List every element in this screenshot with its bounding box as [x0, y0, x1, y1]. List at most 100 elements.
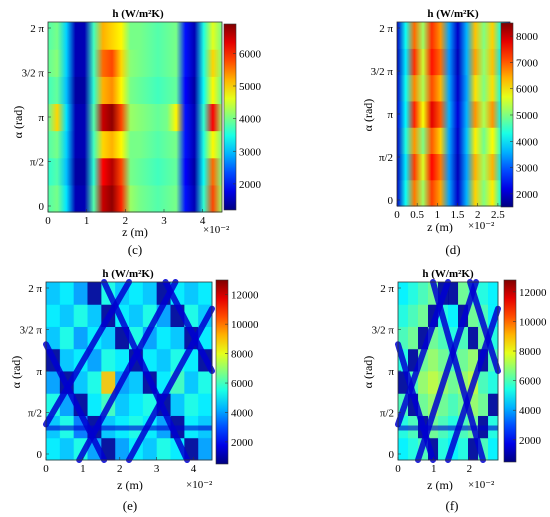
- panel-d-y-axis-label: α (rad): [361, 99, 375, 132]
- heatmap-cell: [418, 371, 429, 394]
- heatmap-cell: [101, 326, 116, 350]
- heatmap-cell: [59, 326, 75, 350]
- colorbar-tick-label: 8000: [516, 31, 539, 43]
- y-tick-label: 2 π: [28, 283, 42, 295]
- panel-e-label: (e): [123, 498, 137, 513]
- heatmap-cell: [438, 348, 449, 372]
- heatmap-cell: [478, 326, 489, 350]
- y-tick-label: π/2: [380, 408, 394, 420]
- heatmap-cell: [478, 393, 489, 416]
- heatmap-cell: [488, 282, 499, 305]
- colorbar-tick-label: 6000: [239, 48, 262, 60]
- colorbar-tick-label: 8000: [519, 346, 542, 358]
- heatmap-cell: [170, 326, 185, 350]
- heatmap-cell: [129, 393, 144, 416]
- heatmap-cell: [115, 393, 130, 416]
- heatmap-cell: [418, 326, 429, 350]
- x-tick-label: 0: [43, 463, 49, 475]
- panel-c-heatmap-stripes: [48, 22, 222, 213]
- panel-d-heatmap-stripes: [397, 22, 510, 207]
- heatmap-cell: [115, 348, 130, 372]
- heatmap-cell: [428, 348, 439, 372]
- x-tick-label: 2: [117, 463, 123, 475]
- x-tick-label: 0: [395, 463, 401, 475]
- low-h-ridge: [445, 305, 501, 463]
- heatmap-cell: [458, 326, 469, 350]
- heatmap-band: [397, 74, 510, 102]
- heatmap-band: [48, 49, 222, 77]
- heatmap-cell: [46, 326, 61, 350]
- x-tick-label: 1: [84, 215, 90, 227]
- panel-d: h (W/m²K) 2000 3000 4000 5000 6000 7000 8000 0…: [361, 8, 539, 257]
- heatmap-cell: [198, 282, 213, 305]
- colorbar-tick-label: 4000: [231, 407, 254, 419]
- heatmap-cell: [46, 282, 61, 305]
- y-tick-label: 0: [37, 449, 43, 461]
- colorbar-tick-label: 12000: [231, 290, 259, 302]
- heatmap-cell: [448, 371, 459, 394]
- heatmap-cell: [488, 371, 499, 394]
- x-tick-label: 1.5: [451, 209, 465, 221]
- panel-e-title: h (W/m²K): [102, 268, 154, 280]
- heatmap-cell: [87, 304, 102, 327]
- panel-c-title: h (W/m²K): [112, 8, 164, 20]
- heatmap-cell: [488, 326, 499, 350]
- y-tick-label: 0: [388, 195, 394, 207]
- y-tick-label: 2 π: [379, 23, 393, 35]
- colorbar-tick-label: 2000: [519, 435, 542, 447]
- colorbar-tick-label: 10000: [519, 316, 547, 328]
- heatmap-band: [48, 157, 222, 186]
- heatmap-cell: [428, 437, 439, 461]
- heatmap-cell: [408, 282, 419, 305]
- heatmap-cell: [73, 326, 88, 350]
- y-tick-label: 3/2 π: [22, 68, 45, 80]
- heatmap-band: [397, 48, 510, 76]
- panel-e-colorbar-ticks: 2000 4000 6000 8000 10000 12000: [225, 290, 259, 449]
- panel-f-x-axis-label: z (m): [427, 478, 453, 492]
- heatmap-cell: [101, 348, 116, 372]
- colorbar-tick-label: 6000: [519, 376, 542, 388]
- x-tick-label: 4: [200, 215, 206, 227]
- x-tick-label: 3: [154, 463, 160, 475]
- heatmap-cell: [448, 282, 459, 305]
- panel-c-x-exponent: ×10⁻²: [203, 224, 230, 236]
- panel-f-colorbar-ticks: 2000 4000 6000 8000 10000 12000: [513, 287, 547, 447]
- y-tick-label: 3/2 π: [20, 325, 43, 337]
- heatmap-cell: [156, 437, 171, 461]
- low-h-ridge: [43, 341, 108, 463]
- heatmap-cell: [468, 304, 479, 327]
- x-tick-label: 2.5: [491, 209, 505, 221]
- colorbar-tick-label: 3000: [239, 146, 262, 158]
- heatmap-cell: [488, 393, 499, 416]
- panel-f-low-h-ridges: [395, 279, 501, 463]
- colorbar-tick-label: 10000: [231, 319, 259, 331]
- panel-f-label: (f): [446, 498, 459, 513]
- panel-e-x-ticks: 0 1 2 3 4: [43, 457, 197, 475]
- panel-f-x-ticks: 0 1 2: [395, 457, 472, 475]
- y-tick-label: 3/2 π: [371, 66, 394, 78]
- panel-d-colorbar-ticks: 2000 3000 4000 5000 6000 7000 8000: [510, 31, 539, 201]
- panel-e: h (W/m²K) 2000 4000 6000 8000 10000 12000 0 1 2…: [9, 268, 259, 513]
- heatmap-cell: [398, 304, 409, 327]
- heatmap-cell: [468, 393, 479, 416]
- y-tick-label: π: [388, 366, 394, 378]
- panel-c-colorbar-ticks: 2000 3000 4000 5000 6000: [233, 48, 262, 191]
- heatmap-cell: [458, 437, 469, 461]
- x-tick-label: 2: [467, 463, 473, 475]
- heatmap-cell: [458, 282, 469, 305]
- low-h-ridge: [126, 305, 215, 463]
- heatmap-cell: [478, 437, 489, 461]
- y-tick-label: 0: [39, 201, 45, 213]
- x-tick-label: 1: [80, 463, 86, 475]
- panel-e-y-axis-label: α (rad): [9, 356, 23, 389]
- panel-d-x-ticks: 0 0.5 1 1.5 2 2.5: [394, 203, 505, 221]
- heatmap-cell: [448, 304, 459, 327]
- panel-d-label: (d): [445, 242, 460, 257]
- panel-c-x-ticks: 0 1 2 3 4: [45, 209, 206, 227]
- heatmap-band: [397, 100, 510, 128]
- panel-e-y-ticks: 0 π/2 π 3/2 π 2 π: [20, 283, 49, 461]
- heatmap-band: [48, 184, 222, 213]
- x-tick-label: 2: [475, 209, 481, 221]
- heatmap-cell: [488, 437, 499, 461]
- colorbar-tick-label: 8000: [231, 349, 254, 361]
